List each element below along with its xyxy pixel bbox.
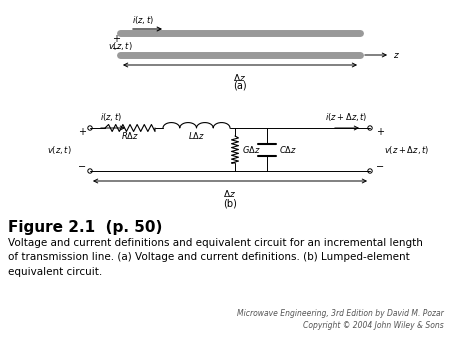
Text: $\Delta z$: $\Delta z$ xyxy=(234,72,247,83)
Text: $G\Delta z$: $G\Delta z$ xyxy=(242,144,261,155)
Text: $i(z+\Delta z, t)$: $i(z+\Delta z, t)$ xyxy=(325,111,368,123)
Text: Microwave Engineering, 3rd Edition by David M. Pozar
Copyright © 2004 John Wiley: Microwave Engineering, 3rd Edition by Da… xyxy=(237,309,444,330)
Text: (a): (a) xyxy=(233,81,247,91)
Text: −: − xyxy=(78,162,86,172)
Text: $v(z+\Delta z, t)$: $v(z+\Delta z, t)$ xyxy=(384,144,429,155)
Text: +: + xyxy=(78,127,86,137)
Text: $v(z, t)$: $v(z, t)$ xyxy=(108,40,133,52)
Text: Voltage and current definitions and equivalent circuit for an incremental length: Voltage and current definitions and equi… xyxy=(8,238,423,277)
Text: −: − xyxy=(376,162,384,172)
Text: −: − xyxy=(112,44,120,54)
Text: $v(z, t)$: $v(z, t)$ xyxy=(47,144,72,155)
Text: $i(z, t)$: $i(z, t)$ xyxy=(132,14,154,26)
Text: $z$: $z$ xyxy=(393,50,400,59)
Text: $i(z, t)$: $i(z, t)$ xyxy=(100,111,122,123)
Text: $L\Delta z$: $L\Delta z$ xyxy=(188,130,205,141)
Text: $R\Delta z$: $R\Delta z$ xyxy=(121,130,139,141)
Text: +: + xyxy=(376,127,384,137)
Text: $\Delta z$: $\Delta z$ xyxy=(224,188,237,199)
Text: Figure 2.1  (p. 50): Figure 2.1 (p. 50) xyxy=(8,220,162,235)
Text: (b): (b) xyxy=(223,198,237,208)
Text: +: + xyxy=(112,34,120,44)
Text: $C\Delta z$: $C\Delta z$ xyxy=(279,144,297,155)
